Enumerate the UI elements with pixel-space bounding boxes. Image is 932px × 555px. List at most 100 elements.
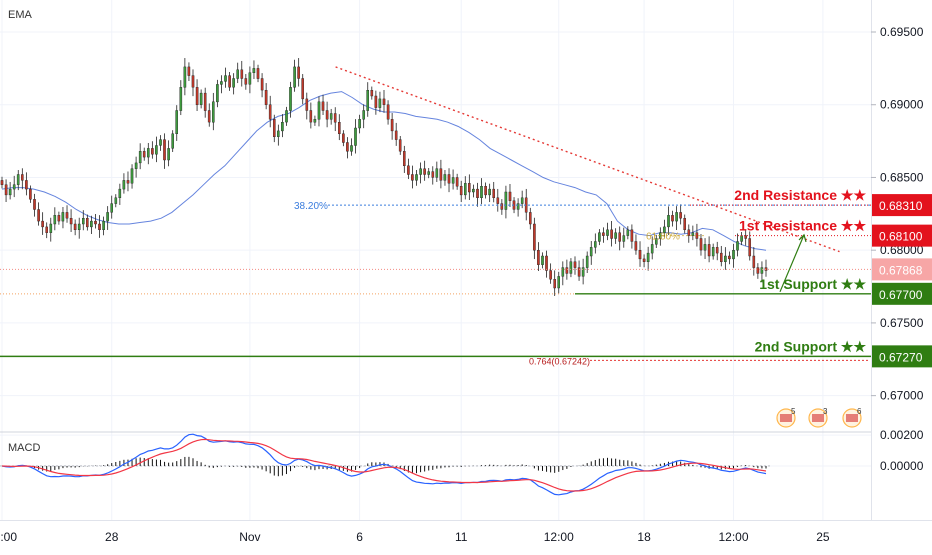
candle-body (37, 209, 40, 222)
candle-body (675, 212, 678, 222)
candle-body (370, 89, 374, 97)
candle-body (171, 133, 175, 149)
candle-body (90, 220, 93, 228)
candle-body (382, 98, 386, 105)
candle-body (281, 121, 284, 132)
candle-body (411, 174, 414, 181)
candle-body (691, 232, 695, 236)
candle-body (606, 229, 609, 236)
candle-body (740, 235, 743, 242)
candle-body (577, 267, 581, 277)
candle-body (57, 215, 61, 222)
candle-body (671, 215, 674, 222)
candle-body (715, 247, 719, 254)
candle-body (151, 148, 154, 155)
candle-body (73, 223, 77, 231)
candle-body (350, 145, 353, 152)
candle-body (707, 244, 711, 257)
candle-body (618, 232, 621, 242)
candle-body (398, 139, 402, 152)
candle-body (0, 180, 4, 185)
candle-body (309, 110, 313, 123)
candle-body (167, 148, 170, 161)
candle-body (630, 229, 634, 242)
candle-body (663, 226, 666, 233)
candle-body (508, 191, 512, 201)
level-price-tag (872, 345, 932, 368)
event-icon[interactable]: 3 (808, 407, 828, 428)
candle-body (667, 215, 670, 228)
candle-body (224, 75, 227, 82)
candle-body (439, 168, 443, 181)
candle-body (435, 168, 439, 178)
candle-body (362, 110, 366, 120)
candle-body (94, 220, 97, 225)
current-price-label: 0.67868 (879, 263, 923, 277)
level-price-label: 0.68100 (879, 230, 923, 244)
candle-body (65, 212, 69, 219)
candle-body (342, 133, 345, 143)
candle-body (248, 72, 252, 85)
time-tick-label: 18 (637, 530, 651, 544)
time-tick-label: 25 (816, 530, 830, 544)
candle-body (354, 127, 357, 146)
candles (0, 58, 768, 296)
candle-body (622, 235, 626, 242)
candle-body (569, 261, 573, 274)
macd-tick-label: 0.00000 (880, 459, 924, 473)
candle-body (268, 104, 272, 120)
candle-body (516, 203, 520, 210)
candle-body (427, 171, 431, 175)
projection-arrow-line (779, 234, 805, 293)
level-label: 1st Support ★★ (759, 276, 866, 292)
candle-body (565, 267, 569, 274)
time-axis[interactable]: 12:00 28 Nov 6 11 12:00 18 12:00 25 (0, 530, 830, 544)
candle-body (748, 238, 751, 257)
candle-body (110, 203, 113, 213)
candle-body (264, 89, 268, 105)
candle-body (106, 212, 109, 222)
candle-body (126, 180, 130, 184)
event-icon[interactable]: 6 (842, 407, 862, 428)
candle-body (504, 191, 508, 210)
event-icon-count: 6 (857, 407, 862, 416)
candle-body (285, 110, 288, 123)
macd-line (1, 433, 767, 496)
candle-body (207, 110, 211, 123)
candle-body (594, 241, 597, 248)
macd-pane (0, 433, 871, 496)
level-price-tag (872, 194, 932, 217)
candle-body (459, 185, 463, 196)
price-tick-label: 0.68000 (880, 243, 924, 257)
candle-body (175, 110, 179, 134)
candle-body (744, 235, 747, 239)
candle-body (500, 203, 504, 210)
time-tick-label: 11 (455, 530, 468, 544)
macd-tick-label: 0.00200 (880, 428, 924, 442)
event-icon[interactable]: 5 (776, 407, 796, 428)
candle-body (476, 188, 479, 199)
candle-body (537, 249, 540, 265)
candle-body (415, 174, 418, 181)
candle-body (77, 223, 81, 231)
candle-body (390, 119, 394, 132)
candle-body (455, 177, 459, 187)
price-tick-label: 0.67000 (880, 389, 924, 403)
candle-body (98, 223, 101, 231)
candle-body (756, 267, 760, 274)
candle-body (159, 139, 162, 146)
level-label: 2nd Support ★★ (755, 338, 867, 354)
price-axis[interactable]: 0.69500 0.69000 0.68500 0.68000 0.67500 0.670… (871, 25, 932, 473)
candle-body (598, 232, 601, 242)
candle-body (520, 197, 524, 204)
candle-body (4, 184, 8, 196)
candle-body (358, 119, 361, 129)
candle-body (728, 255, 731, 260)
price-tick-label: 0.69500 (880, 25, 924, 39)
candle-body (573, 261, 577, 268)
candle-body (191, 75, 195, 88)
candle-body (53, 215, 57, 225)
candle-body (720, 252, 723, 263)
candle-body (585, 255, 589, 268)
